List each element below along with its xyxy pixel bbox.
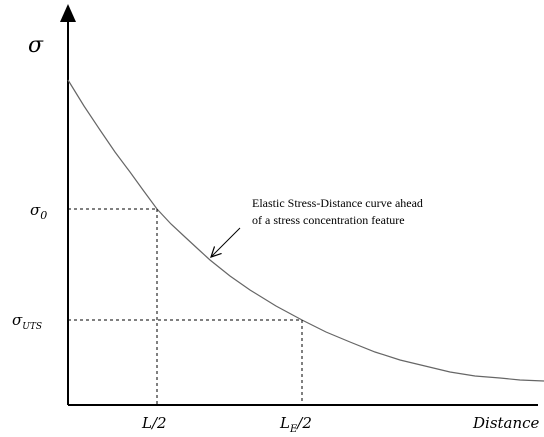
marker-sub: E: [289, 424, 298, 435]
y-marker: σUTS: [12, 311, 42, 332]
marker-sub: UTS: [22, 322, 42, 332]
annotation-arrow: [211, 227, 241, 257]
x-marker: LE/2: [279, 414, 312, 435]
marker-main: L: [279, 414, 290, 432]
marker-rest: /2: [295, 414, 312, 432]
y-axis-label: σ: [28, 33, 44, 58]
marker-rest: /2: [150, 414, 167, 432]
marker-sub: 0: [40, 209, 47, 222]
annotation-line: Elastic Stress-Distance curve ahead: [252, 196, 423, 210]
marker-main: σ: [12, 311, 23, 329]
stress-curve: [67, 79, 544, 382]
annotation-line: of a stress concentration feature: [252, 213, 405, 227]
marker-main: L: [141, 414, 152, 432]
guides: [68, 208, 303, 405]
marker-main: σ: [30, 201, 41, 219]
y-marker: σ0: [30, 201, 47, 222]
x-marker: L/2: [141, 414, 167, 432]
x-axis-label: Distance: [472, 414, 540, 432]
